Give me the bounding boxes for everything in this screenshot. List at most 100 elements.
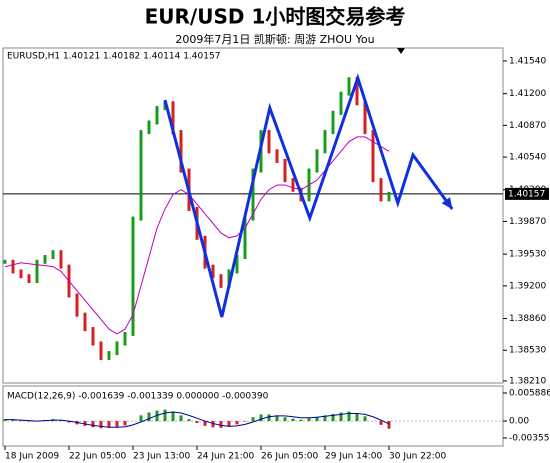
y-tick-label: 0.00 <box>509 417 529 427</box>
price-bar <box>3 259 7 264</box>
y-tick-label: 1.40870 <box>509 121 546 131</box>
y-tick-label: 1.39200 <box>509 281 546 291</box>
chart-subtitle: 2009年7月1日 凯斯顿: 周游 ZHOU You <box>175 32 374 46</box>
y-tick-label: 1.41200 <box>509 89 546 99</box>
price-bar <box>251 168 255 221</box>
price-bar <box>235 255 239 274</box>
price-bar <box>155 106 159 125</box>
price-bar <box>211 264 215 279</box>
x-tick-label: 26 Jun 05:00 <box>261 452 318 462</box>
y-tick-label: -0.00355 <box>509 433 549 443</box>
x-tick-label: 23 Jun 13:00 <box>133 452 190 462</box>
x-tick-label: 22 Jun 05:00 <box>69 452 126 462</box>
price-bar <box>115 341 119 356</box>
y-tick-label: 1.41540 <box>509 56 546 66</box>
macd-bar <box>227 421 231 427</box>
macd-header: MACD(12,26,9) -0.001639 -0.001339 0.0000… <box>7 392 269 402</box>
price-bar <box>107 351 111 360</box>
price-bar <box>147 120 151 135</box>
price-bar <box>123 331 127 346</box>
macd-bar <box>363 416 367 422</box>
current-price-label: 1.40157 <box>508 189 545 199</box>
price-bar <box>275 149 279 163</box>
price-bar <box>291 178 295 192</box>
macd-bar <box>179 415 183 422</box>
price-bar <box>267 130 271 154</box>
symbol-header: EURUSD,H1 1.40121 1.40182 1.40114 1.4015… <box>7 52 220 62</box>
price-bar <box>131 216 135 336</box>
price-bar <box>19 269 23 279</box>
macd-bar <box>163 409 167 422</box>
macd-bar <box>195 421 199 423</box>
macd-bar <box>107 421 111 428</box>
shift-marker <box>397 48 405 54</box>
price-bar <box>315 149 319 173</box>
macd-bar <box>219 421 223 428</box>
macd-bar <box>67 421 71 423</box>
macd-bar <box>147 412 151 422</box>
price-bar <box>371 130 375 183</box>
price-bar <box>99 341 103 360</box>
macd-panel <box>2 385 504 447</box>
price-bar <box>339 91 343 115</box>
trend-zigzag <box>163 73 454 318</box>
macd-bar <box>171 411 175 422</box>
chart-title: EUR/USD 1小时图交易参考 <box>145 5 406 29</box>
macd-bar <box>203 421 207 426</box>
price-bar <box>355 77 359 106</box>
arrow-head <box>441 197 453 209</box>
macd-signal <box>5 411 390 428</box>
macd-bar <box>283 417 287 422</box>
y-tick-label: 1.38860 <box>509 314 546 324</box>
macd-bar <box>91 421 95 428</box>
price-bar <box>27 274 31 284</box>
macd-bar <box>115 421 119 427</box>
price-bar <box>35 259 39 284</box>
macd-bar <box>355 413 359 422</box>
price-bar <box>283 158 287 183</box>
x-tick-label: 18 Jun 2009 <box>5 452 59 462</box>
price-bar <box>43 255 47 264</box>
price-bar <box>219 274 223 288</box>
price-bar <box>91 327 95 346</box>
y-tick-label: 1.38210 <box>509 376 546 386</box>
y-tick-label: 0.005886 <box>509 389 550 399</box>
macd-bar <box>339 412 343 422</box>
main-panel <box>2 47 504 384</box>
price-bar <box>11 259 15 274</box>
price-bar <box>83 312 87 332</box>
x-tick-label: 30 Jun 22:00 <box>389 452 446 462</box>
macd-bar <box>267 414 271 422</box>
price-bar <box>59 250 63 269</box>
price-bar <box>331 110 335 135</box>
x-tick-label: 24 Jun 21:00 <box>197 452 254 462</box>
price-bar <box>171 101 175 135</box>
macd-bar <box>275 415 279 422</box>
macd-bar <box>99 421 103 429</box>
macd-bar <box>291 418 295 422</box>
y-tick-label: 1.40540 <box>509 153 546 163</box>
y-tick-label: 1.38530 <box>509 346 546 356</box>
macd-bar <box>187 419 191 422</box>
macd-bar <box>211 421 215 428</box>
price-bar <box>139 130 143 221</box>
macd-bar <box>11 419 15 422</box>
y-tick-label: 1.39870 <box>509 217 546 227</box>
price-bar <box>179 130 183 173</box>
macd-bar <box>251 417 255 422</box>
price-bar <box>227 269 231 288</box>
price-bar <box>51 250 55 260</box>
macd-bar <box>323 415 327 422</box>
macd-bar <box>347 411 351 422</box>
macd-bar <box>139 415 143 422</box>
price-bar <box>363 101 367 135</box>
price-bar <box>379 178 383 202</box>
macd-bar <box>299 419 303 422</box>
price-bar <box>243 216 247 260</box>
current-price-box <box>505 187 549 200</box>
macd-bar <box>331 413 335 422</box>
price-bar <box>347 77 351 96</box>
macd-bar <box>259 414 263 422</box>
x-tick-label: 29 Jun 14:00 <box>325 452 382 462</box>
